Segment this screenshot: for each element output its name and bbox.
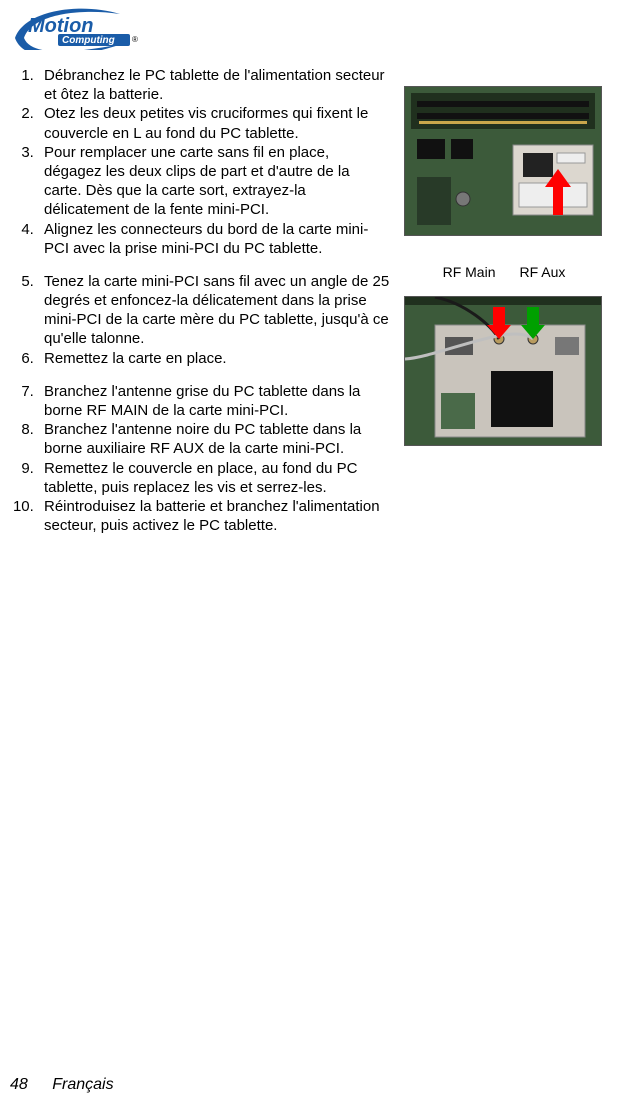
step-4-text: Alignez les connecteurs du bord de la ca… [44, 221, 368, 257]
step-7: Branchez l'antenne grise du PC tablette … [38, 382, 390, 420]
step-2-text: Otez les deux petites vis cruciformes qu… [44, 105, 368, 141]
step-10-text: Réintroduisez la batterie et branchez l'… [44, 498, 380, 534]
step-3-text: Pour remplacer une carte sans fil en pla… [44, 144, 350, 219]
steps-list-3: Branchez l'antenne grise du PC tablette … [10, 382, 390, 536]
step-4: Alignez les connecteurs du bord de la ca… [38, 220, 390, 258]
step-5-text: Tenez la carte mini-PCI sans fil avec un… [44, 273, 389, 348]
step-1-text: Débranchez le PC tablette de l'alimentat… [44, 67, 385, 103]
figures-column: RF Main RF Aux [404, 66, 604, 446]
logo: Motion Computing ® [10, 8, 622, 50]
footer-language: Français [52, 1076, 113, 1093]
steps-list-1: Débranchez le PC tablette de l'alimentat… [10, 66, 390, 258]
step-6: Remettez la carte en place. [38, 349, 390, 368]
instructions-column: Débranchez le PC tablette de l'alimentat… [10, 66, 390, 535]
step-8-text: Branchez l'antenne noire du PC tablette … [44, 421, 361, 457]
rf-labels: RF Main RF Aux [404, 264, 604, 280]
logo-svg: Motion Computing ® [10, 8, 160, 50]
step-3: Pour remplacer une carte sans fil en pla… [38, 143, 390, 220]
figure-2-svg [405, 297, 601, 445]
step-2: Otez les deux petites vis cruciformes qu… [38, 104, 390, 142]
step-1: Débranchez le PC tablette de l'alimentat… [38, 66, 390, 104]
logo-text-computing: Computing [62, 35, 115, 46]
steps-list-2: Tenez la carte mini-PCI sans fil avec un… [10, 272, 390, 368]
step-7-text: Branchez l'antenne grise du PC tablette … [44, 383, 360, 419]
page-footer: 48 Français [10, 1076, 114, 1094]
step-9-text: Remettez le couvercle en place, au fond … [44, 460, 358, 496]
step-8: Branchez l'antenne noire du PC tablette … [38, 420, 390, 458]
label-rf-aux: RF Aux [520, 264, 566, 280]
logo-reg-mark: ® [132, 35, 138, 44]
figure-1-svg [405, 87, 601, 235]
logo-text-motion: Motion [28, 15, 94, 37]
step-6-text: Remettez la carte en place. [44, 350, 227, 367]
figure-2 [404, 296, 602, 446]
step-10: Réintroduisez la batterie et branchez l'… [38, 497, 390, 535]
step-5: Tenez la carte mini-PCI sans fil avec un… [38, 272, 390, 349]
step-9: Remettez le couvercle en place, au fond … [38, 459, 390, 497]
label-rf-main: RF Main [443, 264, 496, 280]
figure-1 [404, 86, 602, 236]
page-number: 48 [10, 1076, 28, 1093]
